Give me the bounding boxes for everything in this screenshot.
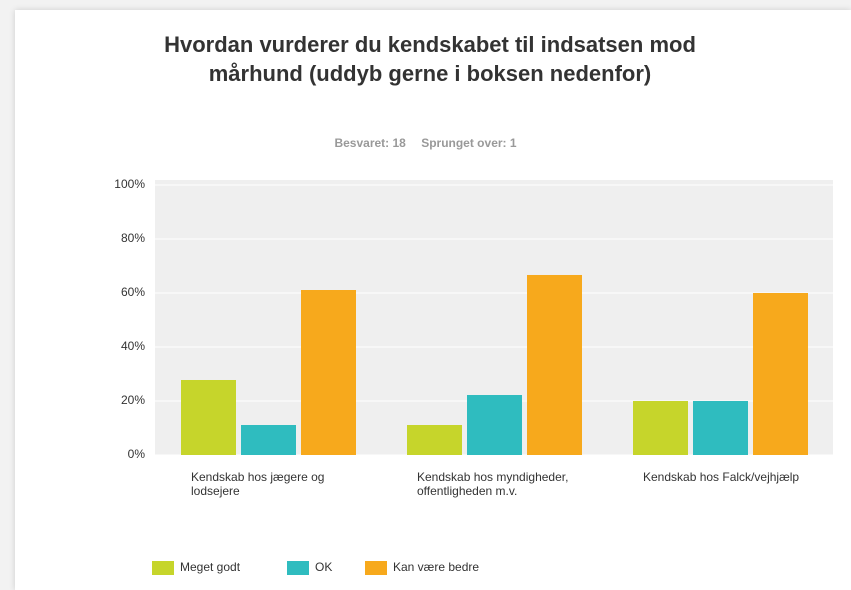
bar	[753, 293, 808, 455]
x-tick-label: Kendskab hos myndigheder, offentligheden…	[417, 470, 569, 498]
y-tick-label: 40%	[121, 339, 145, 353]
stats: Besvaret: 18 Sprunget over: 1	[0, 136, 851, 150]
y-tick-label: 80%	[121, 231, 145, 245]
x-tick-label: Kendskab hos jægere og lodsejere	[191, 470, 325, 498]
legend-label: Kan være bedre	[393, 560, 480, 574]
legend-swatch	[152, 561, 174, 575]
legend-label: Meget godt	[180, 560, 241, 574]
bar	[181, 379, 236, 455]
bar	[241, 425, 296, 455]
legend-swatch	[287, 561, 309, 575]
bar	[693, 401, 748, 455]
legend-label: OK	[315, 560, 333, 574]
legend-swatch	[365, 561, 387, 575]
x-tick-label: Kendskab hos Falck/vejhjælp	[643, 470, 800, 484]
bar	[467, 395, 522, 455]
bar	[527, 274, 582, 455]
y-tick-label: 20%	[121, 393, 145, 407]
bar	[301, 290, 356, 455]
bar	[633, 401, 688, 455]
y-tick-label: 0%	[128, 447, 146, 461]
answered: Besvaret: 18	[334, 136, 406, 150]
chart-title: Hvordan vurderer du kendskabet til indsa…	[164, 32, 696, 86]
skipped: Sprunget over: 1	[421, 136, 517, 150]
y-tick-label: 100%	[114, 177, 145, 191]
y-tick-label: 60%	[121, 285, 145, 299]
bar	[407, 425, 462, 455]
